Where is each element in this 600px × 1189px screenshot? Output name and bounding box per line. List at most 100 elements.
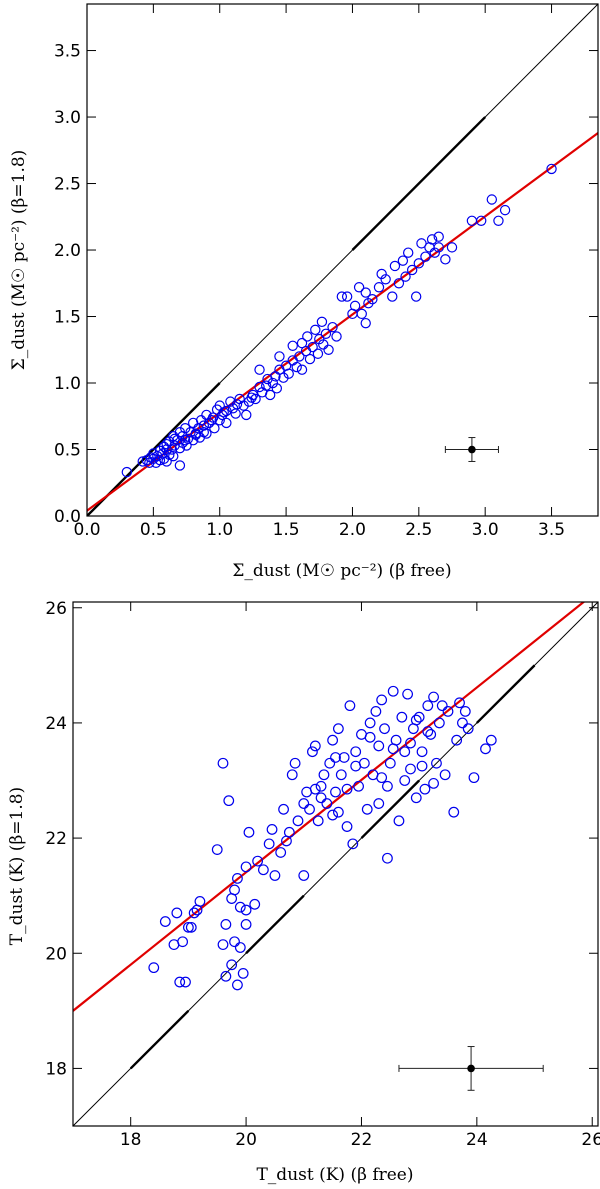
data-point bbox=[327, 734, 339, 746]
data-point bbox=[499, 204, 511, 216]
bottom-panel: 18 20 22 24 26 18 20 22 24 26 T_dust (K) (β free… bbox=[7, 599, 600, 1185]
data-point bbox=[332, 723, 344, 735]
data-point bbox=[286, 769, 298, 781]
data-point bbox=[384, 757, 396, 769]
data-point bbox=[240, 904, 252, 916]
data-point bbox=[347, 838, 359, 850]
top-x-tick-labels: 0.0 0.5 1.0 1.5 2.0 2.5 3.0 3.5 bbox=[73, 520, 565, 540]
data-point bbox=[327, 321, 338, 333]
data-point bbox=[207, 412, 219, 423]
data-point bbox=[296, 337, 308, 349]
data-point bbox=[405, 763, 416, 775]
t-one-to-one-dash-1 bbox=[351, 116, 487, 251]
error-bar-point bbox=[467, 1064, 475, 1073]
b-one-to-one-dash-1 bbox=[245, 894, 305, 955]
data-point bbox=[399, 775, 411, 786]
data-point bbox=[448, 806, 460, 818]
data-point bbox=[349, 300, 361, 312]
data-point bbox=[298, 798, 310, 809]
data-point bbox=[431, 757, 442, 769]
data-point bbox=[382, 780, 393, 792]
data-point bbox=[361, 803, 373, 815]
top-panel: 0.0 0.5 1.0 1.5 2.0 2.5 3.0 3.5 0.0 0.5 1.0 1.5 2.0… bbox=[9, 3, 599, 581]
x-tick-label: 0.5 bbox=[140, 520, 167, 540]
data-point bbox=[148, 962, 160, 974]
data-point bbox=[393, 815, 405, 827]
data-point bbox=[185, 921, 197, 933]
data-point bbox=[367, 294, 378, 305]
data-point bbox=[271, 383, 282, 394]
data-point bbox=[121, 466, 133, 478]
data-point bbox=[263, 838, 275, 850]
data-point bbox=[324, 757, 336, 769]
y-tick-label: 24 bbox=[45, 714, 67, 734]
data-point bbox=[341, 291, 353, 302]
data-point bbox=[420, 251, 431, 262]
data-point bbox=[188, 907, 200, 919]
data-point bbox=[169, 433, 180, 445]
data-point bbox=[312, 815, 324, 827]
data-point bbox=[214, 415, 225, 426]
data-point bbox=[304, 353, 316, 365]
data-point bbox=[309, 740, 321, 752]
bottom-one-to-one-dashes bbox=[129, 664, 536, 1070]
y-tick-label: 3.0 bbox=[54, 108, 81, 128]
data-point bbox=[262, 373, 273, 385]
data-point bbox=[331, 331, 342, 342]
data-point bbox=[387, 743, 399, 755]
data-point bbox=[315, 780, 327, 792]
data-point bbox=[287, 340, 298, 351]
data-point bbox=[406, 264, 418, 276]
data-point bbox=[350, 760, 362, 772]
data-point bbox=[327, 809, 339, 821]
y-tick-label: 0.5 bbox=[54, 441, 81, 461]
data-point bbox=[400, 271, 411, 282]
data-point bbox=[364, 731, 376, 743]
data-point bbox=[257, 864, 269, 876]
data-point bbox=[356, 308, 367, 320]
top-y-axis-label: Σ_dust (M☉ pc⁻²) (β=1.8) bbox=[9, 150, 29, 371]
data-point bbox=[393, 278, 405, 289]
data-point bbox=[416, 238, 427, 249]
data-point bbox=[402, 688, 414, 700]
data-point bbox=[457, 717, 468, 729]
data-point bbox=[422, 726, 434, 737]
data-point bbox=[187, 434, 199, 446]
x-tick-label: 2.5 bbox=[405, 520, 432, 540]
data-point bbox=[376, 772, 388, 784]
bottom-x-tick-labels: 18 20 22 24 26 bbox=[120, 1130, 600, 1150]
data-point bbox=[330, 786, 341, 798]
data-point bbox=[428, 691, 439, 703]
data-point bbox=[335, 769, 347, 781]
bottom-plot-area bbox=[73, 602, 598, 1126]
data-point bbox=[315, 792, 327, 804]
top-plot-frame bbox=[86, 3, 599, 517]
data-point bbox=[476, 215, 487, 226]
data-point bbox=[254, 364, 265, 375]
data-point bbox=[223, 795, 235, 807]
x-tick-label: 22 bbox=[351, 1130, 373, 1150]
data-point bbox=[240, 861, 252, 873]
data-point bbox=[249, 898, 261, 910]
data-point bbox=[318, 339, 329, 350]
data-point bbox=[344, 700, 356, 712]
data-point bbox=[304, 803, 315, 815]
data-point bbox=[468, 772, 480, 784]
data-point bbox=[426, 234, 438, 245]
data-point bbox=[360, 287, 371, 298]
data-point bbox=[159, 916, 171, 927]
data-point bbox=[380, 274, 391, 285]
top-x-axis-label: Σ_dust (M☉ pc⁻²) (β free) bbox=[232, 561, 451, 581]
data-point bbox=[246, 392, 257, 403]
bottom-y-axis-label: T_dust (K) (β=1.8) bbox=[7, 787, 27, 945]
data-point bbox=[387, 291, 398, 302]
data-point bbox=[316, 316, 328, 328]
data-point bbox=[341, 821, 353, 832]
y-tick-label: 20 bbox=[45, 944, 67, 964]
y-tick-label: 2.5 bbox=[54, 175, 81, 195]
data-point bbox=[220, 919, 232, 930]
data-point bbox=[413, 711, 425, 723]
data-point bbox=[201, 428, 212, 439]
data-point bbox=[485, 734, 497, 746]
